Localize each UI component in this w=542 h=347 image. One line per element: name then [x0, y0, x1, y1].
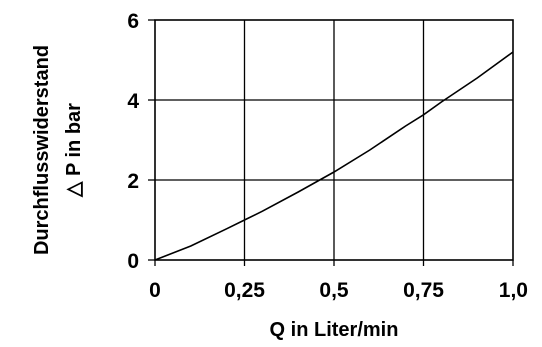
y-tick-label: 6 [127, 10, 139, 33]
grid [148, 19, 514, 266]
x-axis-title: Q in Liter/min [270, 319, 399, 341]
x-tick-label: 0,25 [224, 279, 265, 302]
y-tick-label: 4 [127, 90, 139, 113]
y-tick-label: 0 [127, 250, 139, 273]
x-tick-label: 0,5 [319, 279, 349, 302]
y-tick-label: 2 [127, 170, 139, 193]
y-axis-title-line2: △ P in bar [63, 103, 85, 198]
y-axis-title-line1: Durchflusswiderstand [31, 45, 53, 255]
series-layer [154, 51, 514, 261]
y-tick-labels: 0 2 4 6 [127, 10, 139, 273]
x-tick-label: 1,0 [499, 279, 528, 302]
x-tick-labels: 0 0,25 0,5 0,75 1,0 [149, 279, 528, 302]
series-line [154, 51, 514, 261]
x-tick-label: 0 [149, 279, 161, 302]
plot-frame [154, 19, 514, 261]
x-tick-label: 0,75 [403, 279, 444, 302]
